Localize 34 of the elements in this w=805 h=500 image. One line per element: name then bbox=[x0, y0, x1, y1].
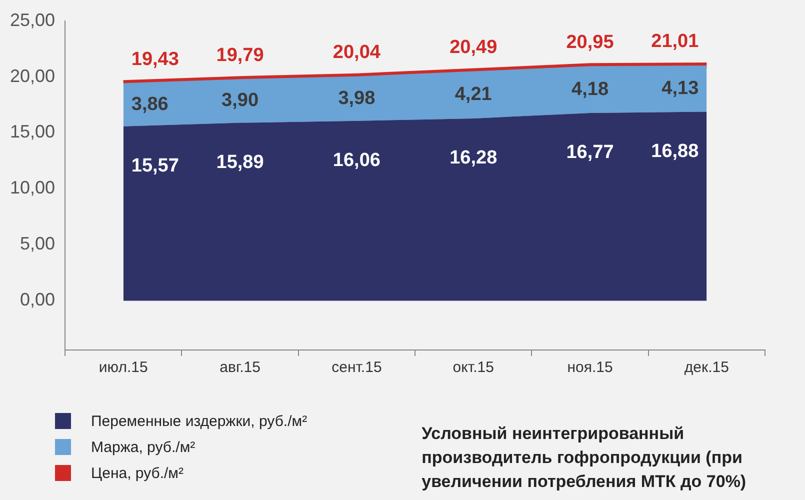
data-label: 20,95 bbox=[566, 32, 614, 53]
y-tick-label: 20,00 bbox=[10, 66, 56, 86]
x-tick-label: июл.15 bbox=[98, 359, 148, 376]
data-label: 3,90 bbox=[222, 90, 259, 112]
data-label: 16,77 bbox=[566, 142, 614, 164]
y-tick-label: 0,00 bbox=[20, 290, 56, 310]
data-label: 16,88 bbox=[651, 140, 699, 162]
data-label: 15,89 bbox=[216, 152, 264, 174]
y-tick-label: 15,00 bbox=[10, 122, 56, 142]
data-label: 20,04 bbox=[332, 42, 381, 64]
text: Условный неинтегрированный производитель гофропродукции (при увеличении потребления МТК до 70%) bbox=[422, 423, 748, 493]
y-tick-label: 25,00 bbox=[10, 10, 56, 30]
data-label: 16,06 bbox=[332, 150, 380, 172]
x-tick-label: дек.15 bbox=[684, 359, 729, 376]
data-label: 15,57 bbox=[131, 156, 179, 177]
legend-label: Маржа, руб./м² bbox=[91, 438, 196, 456]
x-tick-label: сент.15 bbox=[332, 359, 382, 376]
data-label: 4,13 bbox=[662, 78, 699, 99]
data-label: 4,18 bbox=[572, 78, 609, 100]
data-label: 3,98 bbox=[338, 88, 376, 109]
data-label: 19,43 bbox=[131, 48, 179, 70]
data-label: 4,21 bbox=[454, 84, 492, 106]
x-tick-label: авг.15 bbox=[220, 359, 260, 376]
data-label: 19,79 bbox=[216, 44, 264, 66]
data-label: 21,01 bbox=[651, 31, 700, 52]
y-tick-label: 5,00 bbox=[20, 234, 56, 254]
legend-label: Цена, руб./м² bbox=[91, 464, 184, 482]
data-label: 20,49 bbox=[450, 37, 498, 58]
x-tick-label: ноя.15 bbox=[567, 359, 613, 376]
legend-label: Переменные издержки, руб./м² bbox=[91, 412, 308, 430]
data-label: 16,28 bbox=[450, 148, 498, 169]
y-tick-label: 10,00 bbox=[10, 178, 56, 198]
x-tick-label: окт.15 bbox=[452, 359, 494, 376]
data-label: 3,86 bbox=[131, 94, 168, 116]
